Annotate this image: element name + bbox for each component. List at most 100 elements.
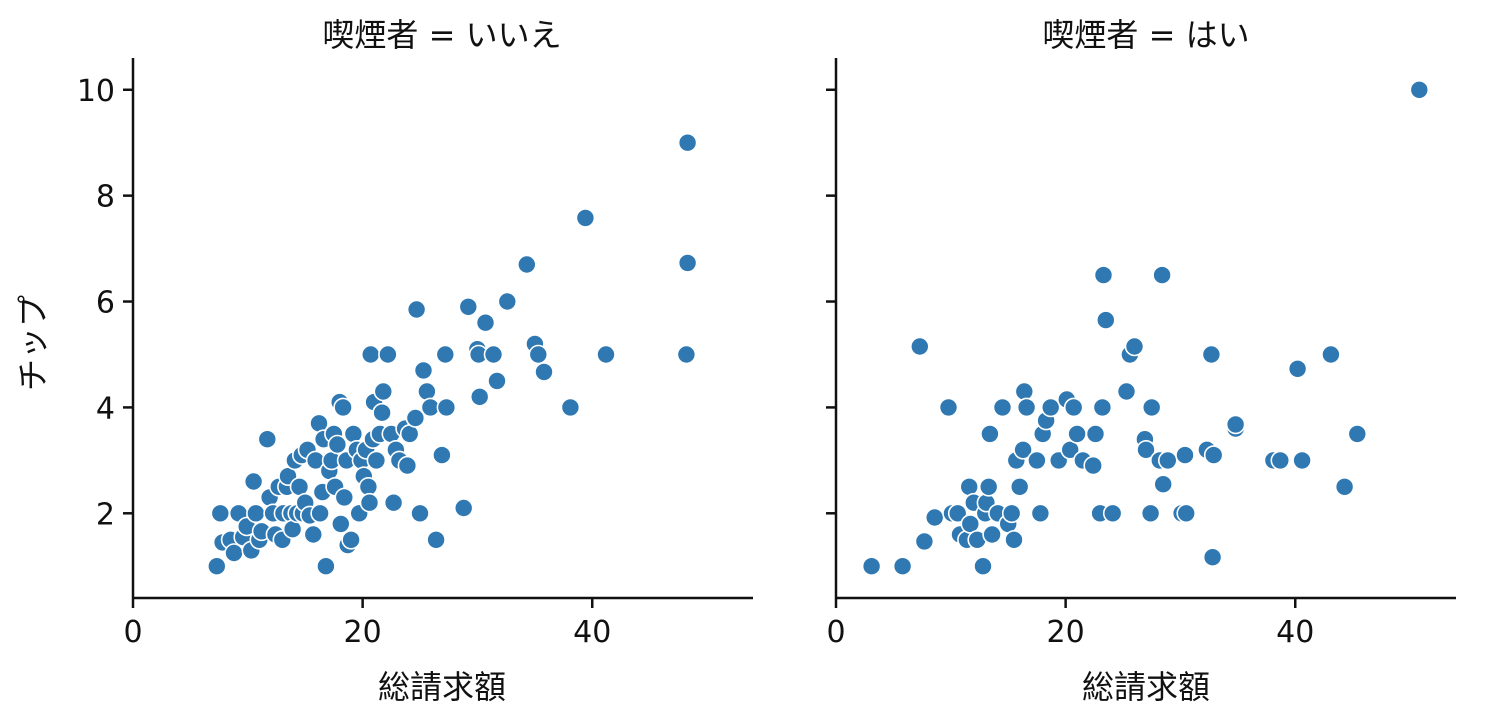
x-tick-label: 20: [1047, 615, 1085, 650]
x-tick-label: 40: [1276, 615, 1314, 650]
x-tick-label: 0: [123, 615, 142, 650]
data-point: [947, 503, 968, 524]
data-point: [892, 556, 913, 577]
data-point: [417, 381, 437, 402]
data-point: [210, 503, 231, 524]
data-point: [575, 208, 596, 228]
data-point: [360, 344, 381, 365]
data-point: [413, 360, 434, 381]
data-point: [341, 529, 361, 550]
data-point: [303, 524, 324, 545]
data-point: [677, 253, 698, 273]
y-tick-label: 2: [96, 497, 115, 532]
data-point: [383, 492, 404, 513]
data-point: [373, 381, 394, 402]
data-point: [1287, 358, 1308, 379]
data-point: [378, 344, 398, 365]
data-point: [528, 344, 549, 365]
data-point: [1093, 265, 1114, 285]
data-point: [366, 450, 387, 471]
data-point: [534, 362, 554, 382]
data-point: [560, 397, 581, 418]
data-point: [372, 402, 392, 423]
data-point: [207, 556, 227, 577]
data-point: [1321, 344, 1341, 365]
data-point: [1176, 503, 1196, 524]
panel-title-non-smoker: 喫煙者 = いいえ: [322, 16, 561, 54]
data-point: [257, 429, 278, 450]
data-point: [458, 296, 479, 317]
data-point: [676, 344, 697, 365]
panel-title-smoker: 喫煙者 = はい: [1042, 16, 1249, 54]
data-point: [330, 514, 351, 534]
data-point: [1124, 336, 1145, 357]
points-group: [861, 80, 1430, 577]
data-point: [973, 556, 993, 577]
data-point: [497, 291, 518, 312]
data-point: [1063, 397, 1084, 418]
panel-smoker: 喫煙者 = はい 総請求額 0 20 40: [826, 16, 1456, 706]
data-point: [982, 524, 1002, 545]
data-point: [938, 397, 959, 418]
x-axis-title-non-smoker: 総請求額: [378, 668, 506, 706]
data-point: [1016, 397, 1037, 418]
data-point: [1175, 445, 1195, 465]
data-point: [1136, 439, 1156, 460]
data-point: [1141, 397, 1162, 418]
data-point: [1334, 476, 1355, 497]
y-tick-label: 6: [96, 286, 115, 321]
y-tick-label: 8: [96, 180, 115, 215]
data-point: [1004, 529, 1024, 550]
data-point: [1347, 424, 1368, 444]
data-point: [246, 503, 266, 524]
data-point: [316, 556, 336, 577]
data-point: [1202, 547, 1223, 568]
data-point: [909, 336, 930, 357]
data-point: [469, 386, 490, 407]
data-point: [1116, 381, 1137, 402]
data-point: [406, 299, 427, 320]
points-group: [207, 132, 698, 577]
data-point: [343, 424, 364, 444]
data-point: [359, 492, 380, 513]
x-axis-title-smoker: 総請求額: [1082, 668, 1210, 706]
data-point: [1001, 503, 1022, 524]
data-point: [1153, 474, 1173, 495]
data-point: [327, 434, 348, 455]
data-point: [475, 312, 496, 333]
data-point: [1085, 424, 1106, 444]
data-point: [914, 531, 935, 552]
data-point: [1067, 424, 1087, 444]
data-point: [310, 503, 330, 524]
data-point: [1096, 310, 1116, 330]
data-point: [432, 445, 452, 465]
y-axis-title: チップ: [14, 295, 52, 391]
data-point: [861, 556, 882, 577]
data-point: [516, 254, 537, 275]
data-point: [397, 455, 418, 476]
data-point: [333, 397, 353, 418]
data-point: [980, 424, 1000, 444]
data-point: [677, 132, 698, 153]
y-tick-label: 10: [77, 74, 115, 109]
data-point: [426, 529, 446, 550]
data-point: [405, 408, 426, 428]
data-point: [1102, 503, 1123, 524]
data-point: [1292, 450, 1312, 471]
x-tick-label: 40: [573, 615, 611, 650]
data-point: [1409, 80, 1430, 100]
data-point: [435, 344, 456, 365]
data-point: [1270, 450, 1291, 471]
data-point: [1203, 445, 1224, 465]
data-point: [1140, 503, 1161, 524]
data-point: [1152, 265, 1172, 285]
data-point: [1225, 414, 1246, 435]
x-tick-label: 20: [344, 615, 382, 650]
data-point: [334, 487, 355, 508]
data-point: [1158, 450, 1178, 471]
data-point: [1030, 503, 1051, 524]
data-point: [596, 344, 616, 365]
panel-non-smoker: 喫煙者 = いいえ 総請求額 0 20 40 2 4 6 8 10: [77, 16, 753, 706]
data-point: [1014, 381, 1035, 402]
